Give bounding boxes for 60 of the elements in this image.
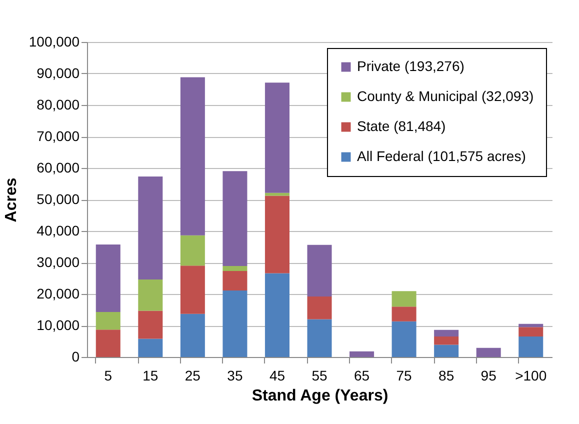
bar xyxy=(434,344,459,357)
y-tick-label: 80,000 xyxy=(36,96,80,112)
bar xyxy=(264,196,290,274)
bar xyxy=(96,244,120,312)
bar xyxy=(434,336,459,345)
bar xyxy=(180,235,205,266)
x-axis-title: Stand Age (Years) xyxy=(252,388,388,404)
y-tick-label: 20,000 xyxy=(36,286,80,302)
x-tick-label: 35 xyxy=(227,368,243,384)
bar xyxy=(180,77,205,236)
x-tick-label: 5 xyxy=(104,368,112,384)
y-tick-label: 90,000 xyxy=(36,65,80,81)
bar xyxy=(476,348,501,357)
bar xyxy=(264,82,290,193)
bar xyxy=(180,266,205,314)
bar xyxy=(222,171,248,266)
bar xyxy=(264,273,290,357)
y-tick-label: 40,000 xyxy=(36,222,80,238)
legend-label: State (81,484) xyxy=(357,118,446,134)
x-tick-label: 15 xyxy=(142,368,158,384)
bar xyxy=(307,296,332,320)
bar xyxy=(392,306,416,322)
bar xyxy=(350,351,374,357)
bar xyxy=(392,291,416,307)
y-tick-label: 60,000 xyxy=(36,160,80,176)
bar xyxy=(96,312,120,330)
legend-label: County & Municipal (32,093) xyxy=(357,88,534,104)
legend-label: Private (193,276) xyxy=(357,58,464,74)
bar xyxy=(222,271,248,291)
y-tick-label: 70,000 xyxy=(36,128,80,144)
bar xyxy=(96,330,120,357)
x-tick-label: 45 xyxy=(269,368,286,384)
bar xyxy=(138,310,163,339)
bar xyxy=(392,321,416,357)
bar xyxy=(138,176,163,280)
legend-label: All Federal (101,575 acres) xyxy=(357,148,526,164)
x-tick-label: 55 xyxy=(312,368,328,384)
y-tick-label: 30,000 xyxy=(36,254,80,270)
x-tick-label: 25 xyxy=(184,368,201,384)
bar xyxy=(307,319,332,357)
x-tick-label: 75 xyxy=(396,368,412,384)
x-tick-label: >100 xyxy=(515,368,547,384)
y-tick-label: 0 xyxy=(72,348,80,364)
bar xyxy=(138,280,163,311)
bar xyxy=(138,338,163,357)
y-tick-label: 10,000 xyxy=(36,317,80,333)
bar xyxy=(307,244,332,297)
y-axis-title: Acres xyxy=(2,178,20,222)
y-tick-label: 100,000 xyxy=(28,34,80,50)
bar xyxy=(518,324,544,328)
x-tick-label: 85 xyxy=(438,368,454,384)
x-tick-label: 95 xyxy=(480,368,497,384)
bar xyxy=(222,266,248,272)
bar xyxy=(180,314,205,357)
bar xyxy=(222,290,248,357)
y-tick-label: 50,000 xyxy=(36,191,80,207)
bar xyxy=(434,330,459,337)
x-tick-label: 65 xyxy=(354,368,370,384)
bar xyxy=(518,327,544,337)
bar xyxy=(518,336,544,357)
